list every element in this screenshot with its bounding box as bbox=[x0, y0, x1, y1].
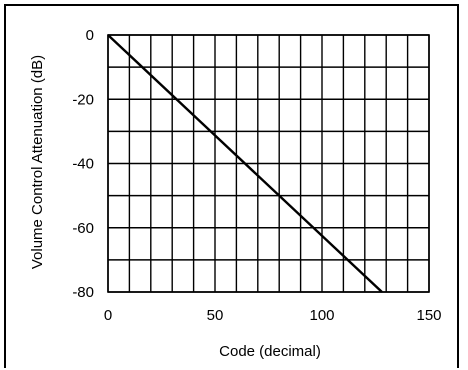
y-tick-label: -60 bbox=[72, 220, 94, 237]
x-tick-label: 0 bbox=[104, 307, 112, 324]
grid bbox=[107, 34, 430, 293]
y-tick-label: -40 bbox=[72, 156, 94, 173]
y-tick-label: -20 bbox=[72, 91, 94, 108]
chart-frame bbox=[4, 4, 459, 368]
y-tick-label: 0 bbox=[86, 27, 94, 44]
attenuation-line bbox=[107, 34, 383, 293]
y-tick-label: -80 bbox=[72, 284, 94, 301]
x-axis-label: Code (decimal) bbox=[219, 343, 321, 360]
plot-border bbox=[107, 34, 430, 293]
x-tick-label: 150 bbox=[416, 307, 441, 324]
x-tick-label: 50 bbox=[207, 307, 224, 324]
plot-area bbox=[107, 34, 383, 293]
x-tick-label: 100 bbox=[309, 307, 334, 324]
y-tick-labels: 0 -20 -40 -60 -80 bbox=[72, 27, 94, 301]
y-axis-label: Volume Control Attenuation (dB) bbox=[29, 55, 46, 269]
x-tick-labels: 0 50 100 150 bbox=[104, 307, 442, 324]
